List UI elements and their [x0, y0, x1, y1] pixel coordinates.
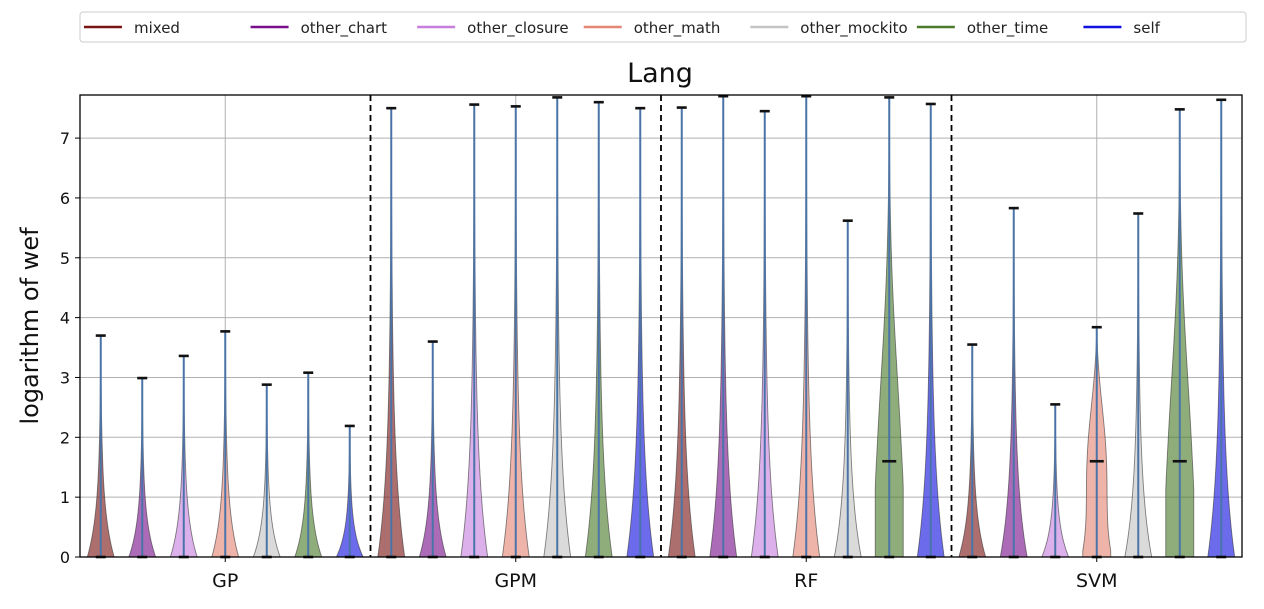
- legend-label-other-mockito: other_mockito: [800, 19, 907, 38]
- x-tick-label-rf: RF: [794, 570, 818, 592]
- y-tick-label: 7: [60, 129, 70, 148]
- chart-title: Lang: [627, 58, 693, 89]
- x-axis-ticks: GP GPM RF SVM: [212, 557, 1117, 592]
- x-tick-label-gpm: GPM: [494, 570, 537, 592]
- y-tick-label: 3: [60, 368, 70, 387]
- y-tick-label: 2: [60, 428, 70, 447]
- legend-label-mixed: mixed: [134, 19, 180, 37]
- legend-label-other-time: other_time: [967, 19, 1048, 38]
- legend-box: [79, 11, 1247, 43]
- violins: [86, 94, 1236, 559]
- y-tick-label: 5: [60, 249, 70, 268]
- plot-frame: [79, 94, 1243, 558]
- legend: mixed other_chart other_closure other_math o…: [79, 11, 1247, 43]
- y-axis-label: logarithm of wef: [16, 227, 44, 425]
- legend-label-other-closure: other_closure: [467, 19, 568, 38]
- x-tick-label-svm: SVM: [1076, 570, 1117, 592]
- legend-label-self: self: [1133, 19, 1160, 37]
- y-axis-ticks: 0 1 2 3 4 5 6 7: [60, 129, 80, 567]
- y-tick-label: 4: [60, 309, 70, 328]
- group-separators: [369, 95, 953, 557]
- legend-label-other-math: other_math: [634, 19, 721, 38]
- y-tick-label: 6: [60, 189, 70, 208]
- x-tick-label-gp: GP: [212, 570, 238, 592]
- y-tick-label: 1: [60, 488, 70, 507]
- legend-label-other-chart: other_chart: [301, 19, 388, 38]
- y-tick-label: 0: [60, 548, 70, 567]
